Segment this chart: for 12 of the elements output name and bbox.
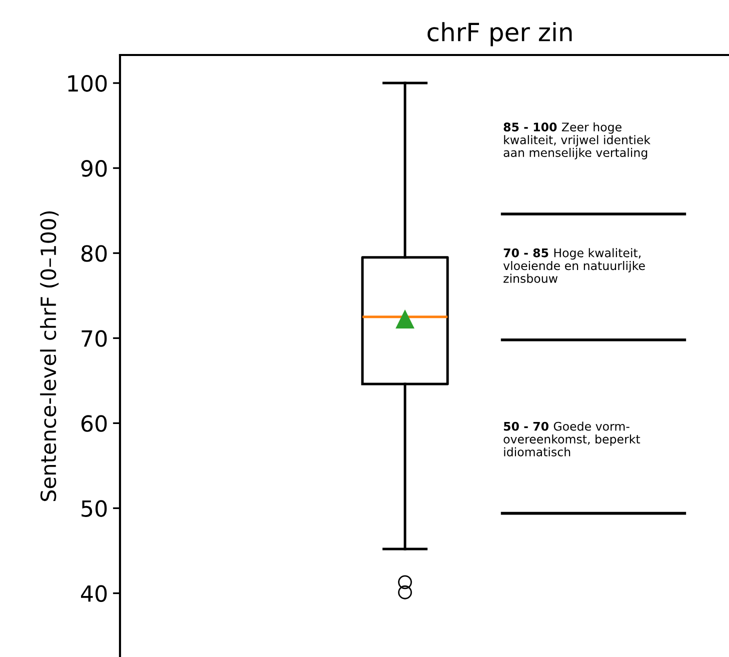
y-tick-label: 50: [82, 500, 107, 517]
annotation: 85 - 100 Zeer hoge kwaliteit, vrijwel identiek aan menselijke vertaling: [504, 122, 650, 160]
y-tick-label: 40: [81, 585, 107, 602]
y-tick-label: 90: [81, 160, 107, 177]
annotation: 50 - 70 Goede vorm- overeenkomst, beperkt idiomatisch: [504, 422, 640, 456]
y-axis-title: Sentence-level chrF (0–100): [40, 211, 59, 502]
annotation: 70 - 85 Hoge kwaliteit, vloeiende en natuurlijke zinsbouw: [503, 248, 645, 283]
y-tick-label: 100: [68, 75, 107, 92]
y-tick-label: 60: [81, 415, 107, 432]
y-tick-label: 70: [82, 330, 107, 347]
y-tick-label: 80: [81, 245, 107, 262]
chart-title: chrF per zin: [428, 22, 572, 46]
